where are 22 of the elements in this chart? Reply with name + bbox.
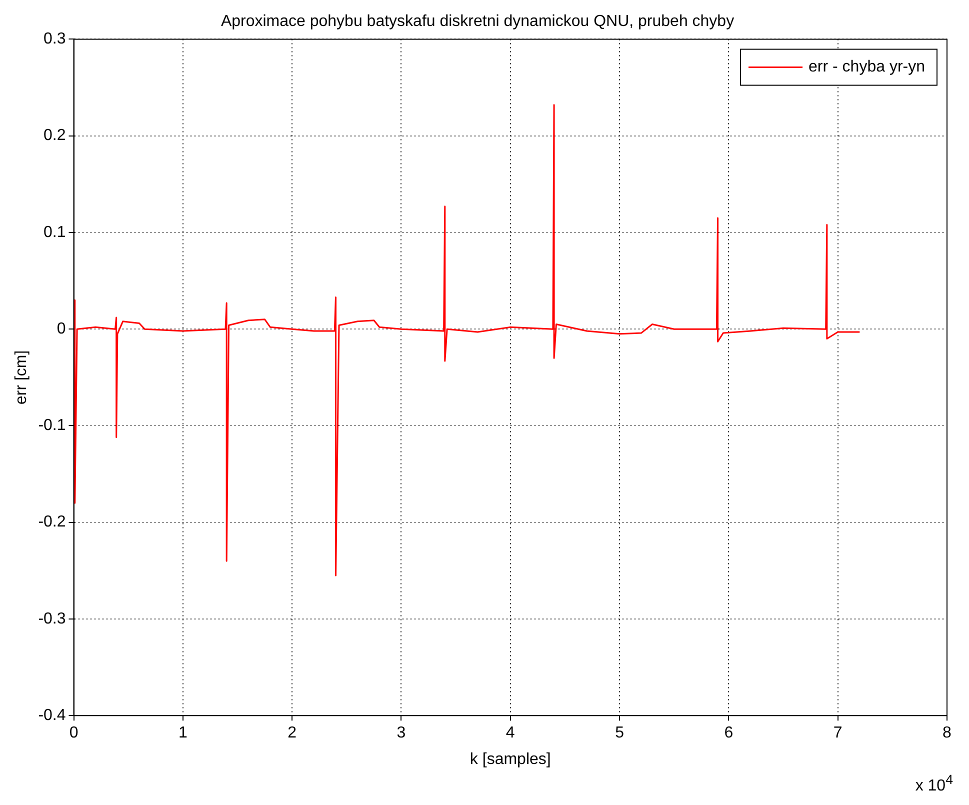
x-tick-label: 4 bbox=[506, 724, 515, 742]
y-tick-label: 0.1 bbox=[44, 224, 66, 241]
y-tick-label: -0.4 bbox=[38, 707, 66, 724]
y-tick-label: -0.2 bbox=[38, 514, 66, 531]
legend-label: err - chyba yr-yn bbox=[808, 58, 925, 76]
y-tick-label: -0.3 bbox=[38, 610, 66, 628]
y-tick-label: 0 bbox=[56, 320, 66, 338]
x-tick-label: 7 bbox=[833, 724, 842, 742]
x-tick-label: 1 bbox=[178, 724, 188, 742]
x-tick-label: 2 bbox=[288, 724, 297, 742]
y-axis-title: err [cm] bbox=[13, 350, 30, 405]
y-tick-label: -0.1 bbox=[38, 417, 66, 434]
x-tick-label: 8 bbox=[942, 724, 952, 742]
text: x 10$^{4}$ bbox=[915, 772, 953, 795]
chart-title: Aproximace pohybu batyskafu diskretni dynamickou QNU, prubeh chyby bbox=[220, 13, 734, 30]
x-tick-label: 5 bbox=[615, 724, 624, 742]
y-tick-label: 0.2 bbox=[44, 127, 66, 144]
x-tick-label: 6 bbox=[724, 724, 734, 742]
x-tick-label: 3 bbox=[396, 724, 406, 742]
x-axis-title: k [samples] bbox=[470, 750, 551, 768]
y-tick-label: 0.3 bbox=[44, 30, 66, 48]
x-tick-label: 0 bbox=[69, 724, 78, 742]
